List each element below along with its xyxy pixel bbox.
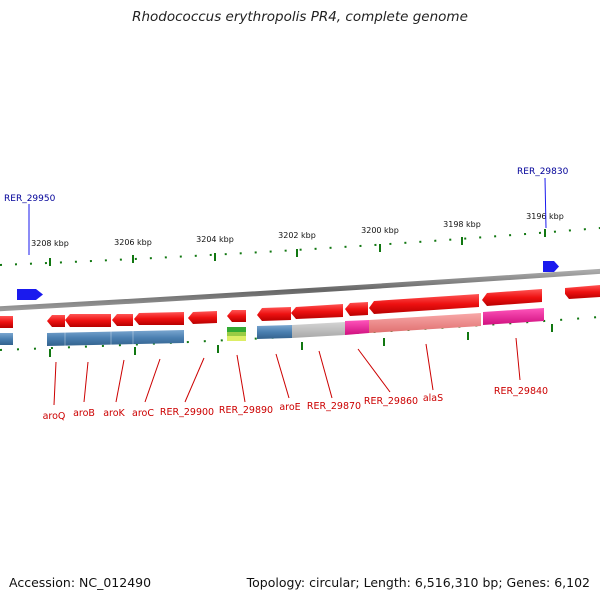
scale-label: 3200 kbp: [361, 226, 399, 235]
gene-label-alas[interactable]: alaS: [423, 393, 443, 404]
scale-label: 3208 kbp: [31, 239, 69, 248]
gene-arrow[interactable]: [345, 302, 368, 316]
accession-label: Accession: NC_012490: [9, 575, 152, 590]
scale-minor-marks: [49, 324, 553, 357]
scale-label: 3204 kbp: [196, 235, 234, 244]
scale-label: 3196 kbp: [526, 212, 564, 221]
gene-arrow[interactable]: [47, 315, 65, 327]
topology-label: Topology: circular; Length: 6,516,310 bp…: [246, 575, 590, 590]
gene-label-arob[interactable]: aroB: [73, 408, 95, 419]
scale-label: 3202 kbp: [278, 231, 316, 240]
blue-marker-left[interactable]: [17, 289, 43, 300]
gene-label-aroe[interactable]: aroE: [279, 402, 300, 413]
gene-arrow[interactable]: [482, 289, 542, 306]
gene-label-rer-29860[interactable]: RER_29860: [364, 396, 418, 407]
gene-label-arok[interactable]: aroK: [103, 408, 125, 419]
map-title: Rhodococcus erythropolis PR4, complete g…: [132, 9, 468, 25]
feature-label-rer-29830[interactable]: RER_29830: [517, 167, 569, 177]
cds-bar[interactable]: [257, 325, 292, 339]
gene-label-rer-29840[interactable]: RER_29840: [494, 386, 548, 397]
cds-row: [0, 308, 544, 346]
gene-arrow[interactable]: [65, 314, 111, 327]
genome-backbone: [0, 268, 600, 312]
cds-bar[interactable]: [345, 320, 369, 335]
cds-bar[interactable]: [292, 322, 345, 338]
feature-label-rer-29950[interactable]: RER_29950: [4, 194, 56, 204]
gene-row-red: [0, 289, 542, 328]
gene-arrow[interactable]: [369, 294, 479, 314]
gene-leaders: [53, 337, 521, 406]
gene-label-aroc[interactable]: aroC: [132, 408, 154, 419]
gene-arrow[interactable]: [227, 310, 246, 322]
gene-arrow[interactable]: [134, 312, 184, 325]
cds-bar-green[interactable]: [227, 336, 246, 341]
cds-bar-green[interactable]: [227, 332, 246, 336]
scale-label: 3198 kbp: [443, 220, 481, 229]
gene-label-rer-29870[interactable]: RER_29870: [307, 401, 361, 412]
gene-arrow[interactable]: [112, 314, 133, 326]
gene-arrow[interactable]: [0, 316, 13, 328]
scale-major-ticks: [49, 229, 546, 266]
cds-bar[interactable]: [483, 308, 544, 325]
blue-marker-right[interactable]: [543, 261, 559, 272]
gene-label-rer-29900[interactable]: RER_29900: [160, 407, 214, 418]
cds-bar-green[interactable]: [227, 327, 246, 332]
gene-arrow[interactable]: [188, 311, 217, 324]
scale-ticks-top: [0, 227, 600, 266]
gene-arrow[interactable]: [291, 304, 343, 319]
gene-label-rer-29890[interactable]: RER_29890: [219, 405, 273, 416]
cds-bar[interactable]: [47, 330, 184, 346]
gene-label-aroq[interactable]: aroQ: [43, 411, 66, 422]
gene-arrow[interactable]: [257, 307, 291, 321]
cds-bar[interactable]: [0, 333, 13, 345]
cds-bar[interactable]: [369, 313, 481, 333]
scale-label: 3206 kbp: [114, 238, 152, 247]
gene-arrow-forward[interactable]: [565, 285, 600, 299]
feature-leader: [544, 177, 547, 229]
